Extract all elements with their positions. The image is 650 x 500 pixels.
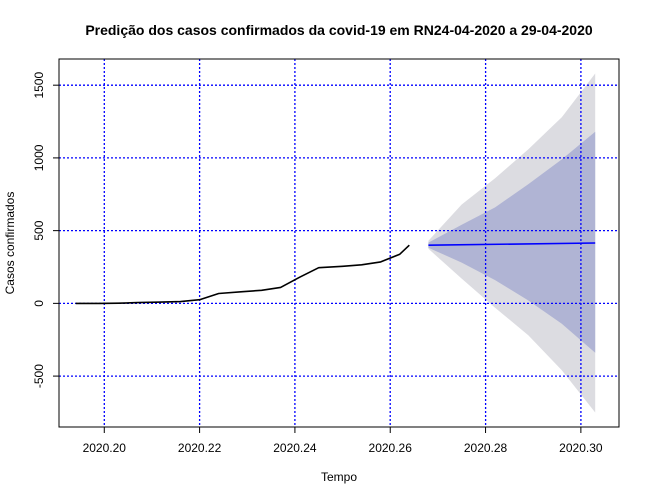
x-tick-label-0: 2020.20 (83, 441, 127, 455)
series-lines (75, 242, 596, 305)
x-tick-label-3: 2020.26 (369, 441, 413, 455)
x-axis: 2020.20 2020.22 2020.24 2020.26 2020.28 2020.… (83, 427, 603, 455)
y-tick-label-0: -500 (32, 364, 46, 388)
y-axis: -500 0 500 1000 1500 (32, 72, 59, 388)
y-axis-label: Casos confirmados (3, 192, 17, 295)
x-axis-label: Tempo (321, 470, 357, 484)
y-tick-label-4: 1500 (32, 72, 46, 99)
x-tick-label-4: 2020.28 (464, 441, 508, 455)
forecast-band-80 (428, 131, 596, 353)
plot-frame (58, 58, 620, 428)
forecast-interval-bands (428, 73, 596, 413)
y-tick-label-2: 500 (32, 220, 46, 240)
x-tick-label-5: 2020.30 (559, 441, 603, 455)
chart-title: Predição dos casos confirmados da covid-… (85, 22, 593, 38)
y-tick-label-3: 1000 (32, 144, 46, 171)
y-tick-label-1: 0 (32, 300, 46, 307)
forecast_mean-line (428, 242, 596, 246)
observed-line (75, 244, 410, 305)
x-tick-label-1: 2020.22 (178, 441, 222, 455)
x-tick-label-2: 2020.24 (273, 441, 317, 455)
grid-lines (59, 59, 619, 427)
